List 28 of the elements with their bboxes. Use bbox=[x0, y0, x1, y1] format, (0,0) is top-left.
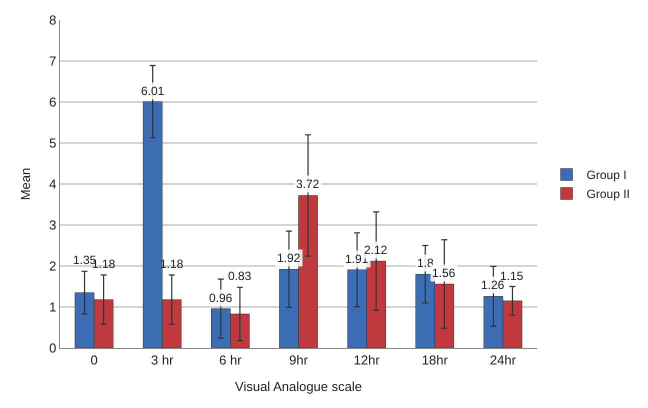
x-axis-title: Visual Analogue scale bbox=[235, 379, 362, 394]
y-tick-label: 8 bbox=[49, 12, 56, 28]
x-tick-label: 18hr bbox=[422, 352, 448, 368]
y-tick-label: 4 bbox=[49, 176, 56, 192]
data-label: 1.92 bbox=[277, 251, 301, 265]
legend-label: Group II bbox=[586, 187, 630, 202]
y-tick-label: 3 bbox=[49, 218, 56, 233]
x-tick-label: 3 hr bbox=[151, 352, 174, 368]
data-label: 2.12 bbox=[364, 243, 388, 257]
data-label: 1.56 bbox=[432, 266, 456, 280]
y-tick-label: 0 bbox=[49, 340, 56, 356]
data-label: 1.8 bbox=[417, 256, 434, 270]
legend-label: Group I bbox=[586, 168, 627, 182]
data-label: 0.83 bbox=[228, 269, 252, 283]
y-tick-label: 5 bbox=[49, 136, 56, 151]
y-tick-label: 6 bbox=[49, 94, 56, 110]
y-tick-label: 7 bbox=[49, 54, 56, 69]
x-tick-label: 12hr bbox=[354, 352, 380, 368]
data-label: 6.01 bbox=[141, 84, 165, 98]
data-label: 0.96 bbox=[209, 291, 233, 305]
data-label: 3.72 bbox=[296, 177, 320, 191]
x-tick-label: 9hr bbox=[289, 352, 309, 368]
y-tick-label: 1 bbox=[49, 300, 56, 315]
y-axis-title: Mean bbox=[18, 168, 34, 200]
x-tick-label: 6 hr bbox=[219, 352, 242, 368]
x-tick-label: 24hr bbox=[490, 352, 517, 368]
x-tick-label: 0 bbox=[90, 352, 98, 368]
y-tick-label: 2 bbox=[49, 258, 56, 274]
